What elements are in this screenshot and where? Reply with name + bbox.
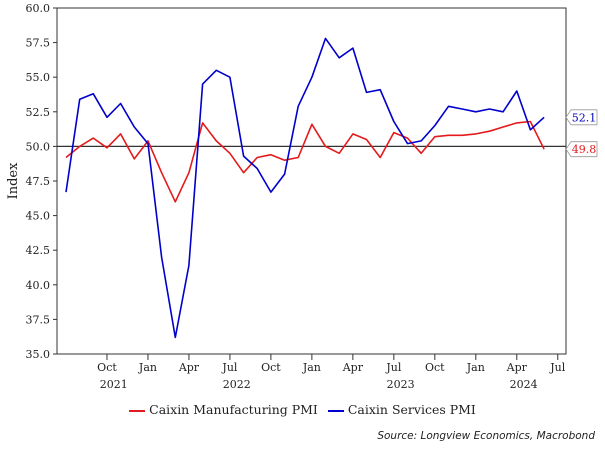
- y-tick-label: 47.5: [26, 175, 51, 188]
- y-tick-label: 40.0: [26, 279, 51, 292]
- series-line-manufacturing: [65, 120, 545, 203]
- end-label-value: 49.8: [572, 143, 597, 156]
- x-tick-label: Apr: [506, 361, 528, 374]
- y-tick-label: 55.0: [26, 71, 51, 84]
- y-tick-label: 37.5: [26, 313, 51, 326]
- legend-item-manufacturing: Caixin Manufacturing PMI: [129, 402, 318, 417]
- x-year-label: 2023: [387, 378, 415, 391]
- y-tick-label: 45.0: [26, 210, 51, 223]
- x-year-label: 2024: [510, 378, 538, 391]
- y-tick-label: 52.5: [26, 106, 51, 119]
- x-tick-label: Jan: [302, 361, 321, 374]
- end-label-box: [565, 109, 598, 126]
- x-year-label: 2022: [223, 378, 251, 391]
- x-tick-label: Oct: [425, 361, 445, 374]
- x-tick-label: Oct: [97, 361, 117, 374]
- end-labels: 49.8 52.1: [565, 109, 598, 158]
- legend: Caixin Manufacturing PMI Caixin Services…: [0, 402, 605, 417]
- end-label-box: [565, 141, 598, 158]
- end-label-manufacturing: 49.8: [565, 141, 598, 158]
- pmi-line-chart: 35.0 37.5 40.0 42.5 45.0 47.5 50.0 52.5 55.0 57.5…: [6, 2, 598, 391]
- y-tick-label: 50.0: [26, 140, 51, 153]
- x-tick-label: Jan: [466, 361, 485, 374]
- y-axis: 35.0 37.5 40.0 42.5 45.0 47.5 50.0 52.5 55.0 57.5…: [26, 2, 57, 361]
- x-tick-label: Oct: [261, 361, 281, 374]
- plot-area: [56, 7, 567, 355]
- legend-item-services: Caixin Services PMI: [327, 402, 476, 417]
- end-label-services: 52.1: [565, 109, 598, 126]
- x-tick-label: Apr: [178, 361, 200, 374]
- x-tick-label: Jul: [385, 361, 401, 374]
- series-line-services: [65, 37, 545, 339]
- series-layer: [65, 37, 545, 339]
- x-axis: Oct Jan Apr Jul Oct Jan Apr Jul Oct Jan Apr Jul 2021…: [97, 354, 566, 391]
- x-tick-label: Jul: [549, 361, 565, 374]
- legend-swatch-services: [327, 409, 344, 412]
- y-axis-label: Index: [6, 162, 21, 200]
- end-label-value: 52.1: [572, 111, 597, 124]
- x-tick-label: Jul: [221, 361, 237, 374]
- y-tick-label: 35.0: [26, 348, 51, 361]
- x-tick-label: Jan: [138, 361, 157, 374]
- x-tick-label: Apr: [342, 361, 364, 374]
- source-note: Source: Longview Economics, Macrobond: [377, 430, 595, 442]
- legend-label-services: Caixin Services PMI: [347, 402, 476, 417]
- y-tick-label: 42.5: [26, 244, 51, 257]
- y-tick-label: 60.0: [26, 2, 51, 15]
- y-tick-label: 57.5: [26, 37, 51, 50]
- x-year-label: 2021: [100, 378, 128, 391]
- legend-label-manufacturing: Caixin Manufacturing PMI: [149, 402, 318, 417]
- legend-swatch-manufacturing: [129, 409, 146, 412]
